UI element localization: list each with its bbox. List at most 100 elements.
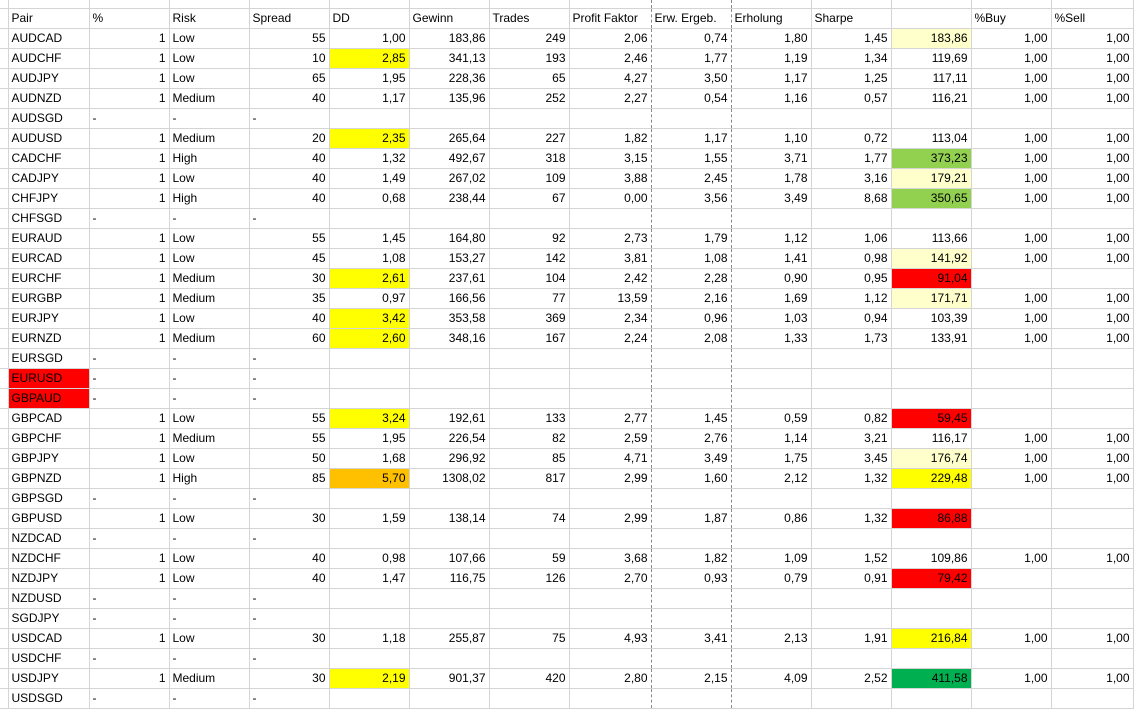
risk-cell[interactable]: Low (169, 28, 250, 49)
header-cell[interactable]: Erw. Ergeb. (651, 8, 732, 29)
dd-cell[interactable]: 3,42 (329, 308, 410, 329)
sell-percent-cell[interactable]: 1,00 (1051, 228, 1134, 249)
erholung-cell[interactable]: 2,13 (731, 628, 812, 649)
sharpe-cell[interactable]: 0,57 (811, 88, 892, 109)
profit-faktor-cell[interactable] (569, 348, 652, 369)
dd-cell[interactable] (329, 688, 410, 709)
erw-ergeb-cell[interactable]: 0,93 (651, 568, 732, 589)
dd-cell[interactable] (329, 528, 410, 549)
value-cell[interactable]: 103,39 (891, 308, 972, 329)
sell-percent-cell[interactable]: 1,00 (1051, 548, 1134, 569)
erw-ergeb-cell[interactable] (651, 208, 732, 229)
trades-cell[interactable]: 420 (489, 668, 570, 689)
sharpe-cell[interactable]: 8,68 (811, 188, 892, 209)
erw-ergeb-cell[interactable]: 2,28 (651, 268, 732, 289)
spread-cell[interactable]: 65 (249, 68, 330, 89)
risk-cell[interactable]: Low (169, 628, 250, 649)
value-cell[interactable]: 350,65 (891, 188, 972, 209)
erholung-cell[interactable]: 1,41 (731, 248, 812, 269)
cell[interactable] (1051, 0, 1134, 9)
percent-cell[interactable]: 1 (89, 448, 170, 469)
buy-percent-cell[interactable] (971, 108, 1052, 129)
sell-percent-cell[interactable]: 1,00 (1051, 328, 1134, 349)
buy-percent-cell[interactable]: 1,00 (971, 148, 1052, 169)
profit-faktor-cell[interactable]: 3,81 (569, 248, 652, 269)
value-cell[interactable] (891, 388, 972, 409)
erw-ergeb-cell[interactable]: 2,15 (651, 668, 732, 689)
erw-ergeb-cell[interactable] (651, 588, 732, 609)
sell-percent-cell[interactable]: 1,00 (1051, 428, 1134, 449)
spread-cell[interactable]: 55 (249, 428, 330, 449)
erw-ergeb-cell[interactable]: 3,41 (651, 628, 732, 649)
profit-faktor-cell[interactable] (569, 608, 652, 629)
gewinn-cell[interactable]: 116,75 (409, 568, 490, 589)
gewinn-cell[interactable]: 296,92 (409, 448, 490, 469)
risk-cell[interactable]: Low (169, 48, 250, 69)
erw-ergeb-cell[interactable] (651, 648, 732, 669)
dd-cell[interactable]: 2,60 (329, 328, 410, 349)
sharpe-cell[interactable] (811, 528, 892, 549)
erw-ergeb-cell[interactable]: 1,45 (651, 408, 732, 429)
value-cell[interactable]: 216,84 (891, 628, 972, 649)
erw-ergeb-cell[interactable] (651, 108, 732, 129)
sharpe-cell[interactable]: 1,52 (811, 548, 892, 569)
sell-percent-cell[interactable]: 1,00 (1051, 68, 1134, 89)
pair-cell[interactable]: AUDCHF (8, 48, 90, 69)
sell-percent-cell[interactable]: 1,00 (1051, 248, 1134, 269)
header-cell[interactable]: % (89, 8, 170, 29)
trades-cell[interactable]: 67 (489, 188, 570, 209)
percent-cell[interactable]: 1 (89, 288, 170, 309)
pair-cell[interactable]: GBPNZD (8, 468, 90, 489)
pair-cell[interactable]: AUDSGD (8, 108, 90, 129)
percent-cell[interactable]: 1 (89, 548, 170, 569)
pair-cell[interactable]: EURGBP (8, 288, 90, 309)
sell-percent-cell[interactable]: 1,00 (1051, 148, 1134, 169)
erw-ergeb-cell[interactable] (651, 608, 732, 629)
sell-percent-cell[interactable] (1051, 368, 1134, 389)
cell[interactable] (651, 0, 732, 9)
header-cell[interactable]: Trades (489, 8, 570, 29)
gewinn-cell[interactable]: 348,16 (409, 328, 490, 349)
risk-cell[interactable]: Low (169, 408, 250, 429)
sell-percent-cell[interactable]: 1,00 (1051, 48, 1134, 69)
trades-cell[interactable]: 92 (489, 228, 570, 249)
erw-ergeb-cell[interactable]: 3,49 (651, 448, 732, 469)
buy-percent-cell[interactable]: 1,00 (971, 168, 1052, 189)
cell[interactable] (811, 0, 892, 9)
pair-cell[interactable]: EURAUD (8, 228, 90, 249)
header-cell[interactable]: Risk (169, 8, 250, 29)
erholung-cell[interactable]: 1,75 (731, 448, 812, 469)
profit-faktor-cell[interactable]: 2,73 (569, 228, 652, 249)
buy-percent-cell[interactable]: 1,00 (971, 288, 1052, 309)
risk-cell[interactable]: Low (169, 168, 250, 189)
buy-percent-cell[interactable] (971, 688, 1052, 709)
header-cell[interactable]: %Sell (1051, 8, 1134, 29)
dd-cell[interactable]: 2,35 (329, 128, 410, 149)
risk-cell[interactable]: - (169, 648, 250, 669)
erw-ergeb-cell[interactable]: 3,56 (651, 188, 732, 209)
gewinn-cell[interactable]: 183,86 (409, 28, 490, 49)
pair-cell[interactable]: EURNZD (8, 328, 90, 349)
buy-percent-cell[interactable] (971, 408, 1052, 429)
percent-cell[interactable]: 1 (89, 508, 170, 529)
percent-cell[interactable]: 1 (89, 468, 170, 489)
pair-cell[interactable]: SGDJPY (8, 608, 90, 629)
gewinn-cell[interactable]: 107,66 (409, 548, 490, 569)
cell[interactable] (971, 0, 1052, 9)
profit-faktor-cell[interactable]: 2,24 (569, 328, 652, 349)
pair-cell[interactable]: NZDCHF (8, 548, 90, 569)
spread-cell[interactable]: - (249, 588, 330, 609)
trades-cell[interactable] (489, 208, 570, 229)
percent-cell[interactable]: 1 (89, 88, 170, 109)
erholung-cell[interactable]: 0,79 (731, 568, 812, 589)
sharpe-cell[interactable]: 3,21 (811, 428, 892, 449)
pair-cell[interactable]: USDCAD (8, 628, 90, 649)
percent-cell[interactable]: 1 (89, 428, 170, 449)
header-cell[interactable]: Sharpe (811, 8, 892, 29)
sell-percent-cell[interactable] (1051, 688, 1134, 709)
trades-cell[interactable]: 126 (489, 568, 570, 589)
erholung-cell[interactable]: 1,03 (731, 308, 812, 329)
profit-faktor-cell[interactable] (569, 208, 652, 229)
sharpe-cell[interactable]: 1,73 (811, 328, 892, 349)
erholung-cell[interactable]: 1,19 (731, 48, 812, 69)
